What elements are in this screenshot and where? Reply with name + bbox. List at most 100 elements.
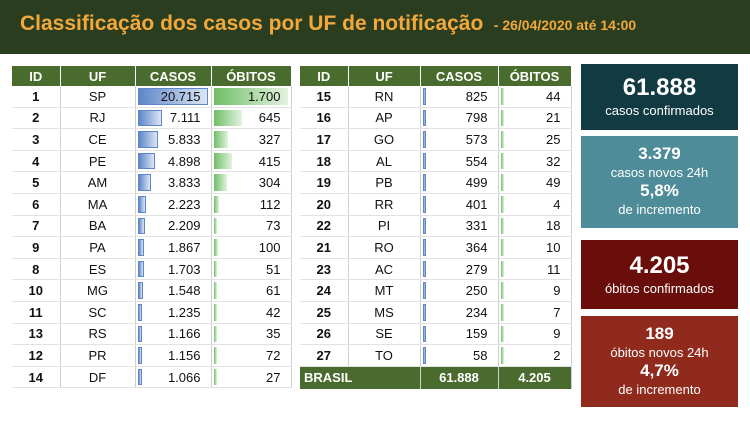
total-row: BRASIL 61.888 4.205 (300, 366, 572, 389)
row-casos: 1.703 (135, 258, 212, 281)
casos-bar (137, 303, 142, 321)
obitos-value: 2 (553, 347, 561, 363)
casos-bar (422, 217, 426, 235)
table-row: 21 RO 364 10 (300, 236, 572, 259)
obitos-value: 25 (546, 131, 561, 147)
obitos-value: 49 (546, 175, 561, 191)
casos-bar (137, 260, 144, 278)
casos-bar (422, 325, 426, 343)
obitos-bar (500, 88, 504, 105)
row-uf: AC (348, 258, 421, 281)
row-id: 8 (12, 258, 61, 281)
row-casos: 250 (420, 279, 499, 302)
table-row: 12 PR 1.156 72 (12, 344, 292, 367)
casos-bar (422, 195, 426, 213)
left-header-row: ID UF CASOS ÓBITOS (12, 66, 292, 86)
row-casos: 401 (420, 193, 499, 216)
obitos-bar (500, 325, 504, 343)
obitos-value: 32 (546, 153, 561, 169)
obitos-value: 4 (553, 196, 561, 212)
row-obitos: 1.700 (211, 86, 292, 108)
row-obitos: 100 (211, 236, 292, 259)
row-obitos: 35 (211, 323, 292, 346)
row-id: 22 (300, 215, 349, 238)
obitos-confirmados-label: óbitos confirmados (604, 281, 715, 296)
obitos-value: 61 (266, 283, 281, 299)
page-title: Classificação dos casos por UF de notifi… (20, 12, 636, 36)
obitos-value: 9 (553, 326, 561, 342)
casos-novos-label: casos novos 24h (610, 165, 709, 180)
obitos-bar (500, 174, 504, 191)
obitos-bar (500, 131, 504, 148)
row-uf: CE (60, 128, 136, 151)
obitos-bar (500, 152, 504, 170)
casos-value: 798 (465, 110, 488, 126)
obitos-novos-pct-label: de incremento (618, 382, 701, 397)
table-row: 19 PB 499 49 (300, 171, 572, 194)
right-table: ID UF CASOS ÓBITOS 15 RN 825 44 16 AP 798 21 17 G… (300, 66, 572, 389)
casos-novos-pct-label: de incremento (618, 202, 701, 217)
col-casos: CASOS (135, 66, 212, 86)
row-uf: MT (348, 279, 421, 302)
obitos-bar (213, 347, 217, 364)
casos-novos-pct: 5,8% (640, 181, 679, 200)
obitos-bar (213, 239, 218, 256)
header-bar: Classificação dos casos por UF de notifi… (0, 0, 750, 54)
obitos-value: 112 (259, 196, 281, 212)
card-casos-novos: 3.379 casos novos 24h 5,8% de incremento (581, 136, 738, 228)
row-id: 17 (300, 128, 349, 151)
casos-value: 250 (465, 283, 488, 299)
row-casos: 279 (420, 258, 499, 281)
table-row: 13 RS 1.166 35 (12, 323, 292, 346)
row-casos: 554 (420, 150, 499, 173)
obitos-value: 1.700 (247, 88, 281, 104)
obitos-bar (500, 303, 504, 321)
casos-value: 279 (465, 261, 488, 277)
casos-bar (137, 368, 142, 386)
card-obitos-confirmados: 4.205 óbitos confirmados (581, 240, 738, 309)
row-casos: 7.111 (135, 107, 212, 130)
casos-bar (422, 131, 426, 148)
table-row: 5 AM 3.833 304 (12, 171, 292, 194)
casos-value: 1.066 (167, 369, 201, 385)
casos-bar (137, 88, 208, 105)
row-casos: 2.223 (135, 193, 212, 216)
obitos-bar (500, 282, 504, 299)
casos-bar (422, 239, 426, 256)
casos-bar (422, 88, 426, 105)
col-obitos: ÓBITOS (498, 66, 572, 86)
obitos-value: 11 (547, 261, 561, 277)
obitos-value: 35 (266, 326, 281, 342)
row-id: 11 (12, 301, 61, 324)
obitos-bar (500, 347, 504, 364)
casos-bar (422, 109, 426, 127)
row-uf: MG (60, 279, 136, 302)
casos-value: 331 (465, 218, 488, 234)
row-obitos: 21 (498, 107, 572, 130)
row-id: 26 (300, 323, 349, 346)
row-casos: 159 (420, 323, 499, 346)
casos-value: 4.898 (167, 153, 201, 169)
obitos-bar (213, 325, 217, 343)
obitos-novos-pct: 4,7% (640, 361, 679, 380)
table-row: 23 AC 279 11 (300, 258, 572, 281)
casos-value: 1.703 (167, 261, 201, 277)
row-uf: SC (60, 301, 136, 324)
col-obitos: ÓBITOS (211, 66, 292, 86)
table-row: 27 TO 58 2 (300, 344, 572, 367)
obitos-bar (213, 260, 217, 278)
table-row: 18 AL 554 32 (300, 150, 572, 173)
obitos-value: 10 (546, 239, 561, 255)
row-obitos: 7 (498, 301, 572, 324)
obitos-confirmados-value: 4.205 (629, 252, 690, 279)
row-casos: 364 (420, 236, 499, 259)
obitos-value: 73 (266, 218, 281, 234)
row-id: 6 (12, 193, 61, 216)
casos-value: 58 (473, 347, 488, 363)
casos-novos-value: 3.379 (638, 144, 681, 163)
col-id: ID (12, 66, 61, 86)
row-casos: 58 (420, 344, 499, 367)
right-header-row: ID UF CASOS ÓBITOS (300, 66, 572, 86)
row-id: 25 (300, 301, 349, 324)
row-uf: RR (348, 193, 421, 216)
